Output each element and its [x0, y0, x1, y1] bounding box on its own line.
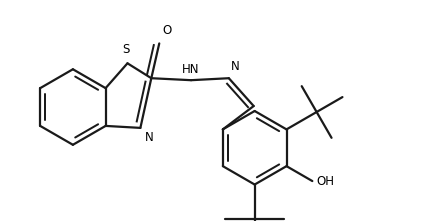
- Text: N: N: [145, 131, 154, 144]
- Text: S: S: [122, 43, 129, 56]
- Text: HN: HN: [182, 63, 200, 76]
- Text: N: N: [231, 60, 240, 73]
- Text: O: O: [162, 24, 172, 38]
- Text: OH: OH: [316, 174, 334, 188]
